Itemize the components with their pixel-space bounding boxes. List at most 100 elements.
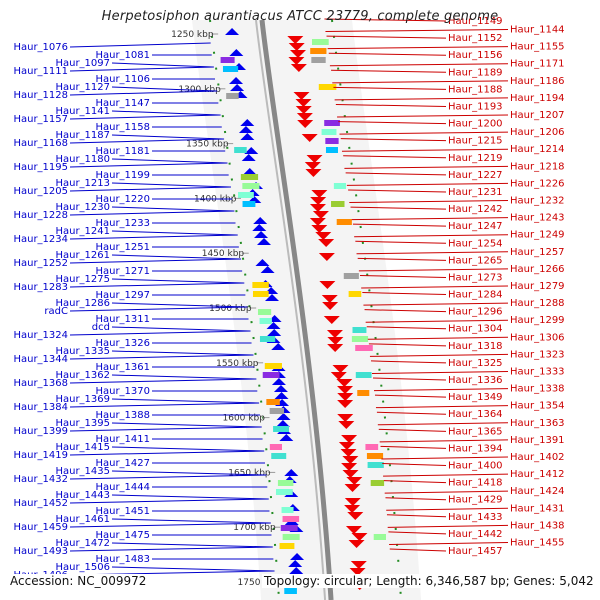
forward-gene-arrow bbox=[256, 238, 271, 245]
reverse-gene-arrow bbox=[297, 120, 314, 128]
reverse-gene-arrow bbox=[288, 43, 305, 51]
reverse-gene-arrow bbox=[295, 99, 312, 107]
reverse-gene-label: Haur_1338 bbox=[510, 384, 565, 395]
forward-gene-label: Haur_1180 bbox=[55, 154, 110, 165]
reverse-gene-arrow bbox=[290, 64, 307, 72]
right-label-leader bbox=[350, 206, 447, 210]
forward-gene-arrow bbox=[289, 567, 304, 574]
reverse-gene-label: Haur_1207 bbox=[510, 110, 565, 121]
left-label-leader bbox=[111, 446, 264, 452]
feature-block bbox=[370, 480, 385, 486]
feature-block bbox=[262, 372, 280, 378]
reverse-gene-label: Haur_1155 bbox=[510, 42, 565, 53]
forward-gene-label: Haur_1444 bbox=[95, 482, 150, 493]
right-label-leader bbox=[381, 456, 509, 460]
reverse-gene-label: Haur_1349 bbox=[448, 392, 503, 403]
forward-gene-label: Haur_1097 bbox=[55, 58, 110, 69]
forward-gene-label: Haur_1187 bbox=[55, 130, 110, 141]
forward-gene-arrow bbox=[290, 553, 305, 560]
right-label-leader bbox=[373, 377, 447, 381]
forward-gene-arrow bbox=[241, 154, 256, 161]
forward-gene-label: Haur_1399 bbox=[13, 426, 68, 437]
forward-gene-label: Haur_1220 bbox=[95, 194, 150, 205]
forward-gene-label: Haur_1452 bbox=[13, 498, 68, 509]
right-label-leader bbox=[370, 360, 447, 364]
reverse-gene-arrow bbox=[340, 449, 357, 457]
forward-gene-arrow bbox=[267, 329, 282, 336]
forward-gene-label: Haur_1106 bbox=[95, 74, 150, 85]
reverse-gene-label: Haur_1188 bbox=[448, 84, 503, 95]
reverse-gene-arrow bbox=[330, 372, 347, 380]
reverse-gene-label: Haur_1391 bbox=[510, 435, 565, 446]
feature-block bbox=[281, 507, 294, 513]
reverse-gene-label: Haur_1433 bbox=[448, 512, 503, 523]
reverse-gene-arrow bbox=[323, 316, 340, 324]
forward-gene-arrow bbox=[242, 168, 257, 175]
right-label-leader bbox=[337, 114, 509, 118]
reverse-gene-label: Haur_1431 bbox=[510, 503, 565, 514]
forward-gene-label: Haur_1335 bbox=[55, 346, 110, 357]
forward-gene-label: Haur_1388 bbox=[95, 410, 150, 421]
left-label-leader bbox=[111, 230, 237, 236]
reverse-gene-label: Haur_1149 bbox=[448, 16, 503, 27]
reverse-gene-label: Haur_1215 bbox=[448, 136, 503, 147]
reverse-gene-label: Haur_1336 bbox=[448, 375, 503, 386]
reverse-gene-label: Haur_1206 bbox=[510, 127, 565, 138]
forward-gene-label: Haur_1251 bbox=[95, 242, 150, 253]
right-label-leader bbox=[367, 336, 509, 340]
forward-gene-label: Haur_1286 bbox=[55, 298, 110, 309]
forward-gene-label: Haur_1415 bbox=[55, 442, 110, 453]
reverse-gene-arrow bbox=[337, 400, 354, 408]
right-label-leader bbox=[382, 463, 447, 467]
reverse-gene-arrow bbox=[322, 302, 339, 310]
right-label-leader bbox=[375, 405, 509, 409]
feature-block bbox=[352, 327, 367, 333]
right-label-leader bbox=[389, 541, 509, 545]
reverse-gene-arrow bbox=[326, 330, 343, 338]
left-label-leader bbox=[111, 566, 274, 572]
right-label-leader bbox=[360, 274, 447, 278]
tick-label: 1350 kbp bbox=[186, 140, 229, 150]
tick-label: 1600 kbp bbox=[223, 414, 266, 424]
reverse-gene-arrow bbox=[342, 456, 359, 464]
forward-gene-label: Haur_1181 bbox=[95, 146, 150, 157]
left-label-leader bbox=[111, 542, 273, 548]
left-label-leader bbox=[69, 306, 248, 312]
reverse-gene-label: Haur_1402 bbox=[510, 452, 565, 463]
reverse-gene-label: Haur_1189 bbox=[448, 67, 503, 78]
reverse-gene-label: Haur_1249 bbox=[510, 230, 565, 241]
reverse-gene-label: Haur_1171 bbox=[510, 59, 565, 70]
figure-title: Herpetosiphon aurantiacus ATCC 23779, co… bbox=[101, 9, 499, 24]
feature-block bbox=[252, 291, 269, 297]
reverse-gene-arrow bbox=[306, 155, 323, 163]
feature-block bbox=[277, 480, 294, 486]
left-label-leader bbox=[69, 234, 238, 240]
right-label-leader bbox=[352, 223, 447, 227]
feature-block bbox=[311, 57, 326, 63]
reverse-gene-arrow bbox=[309, 204, 326, 212]
left-label-leader bbox=[69, 282, 245, 288]
forward-gene-arrow bbox=[275, 420, 290, 427]
right-label-leader bbox=[380, 445, 447, 449]
forward-gene-arrow bbox=[238, 126, 253, 133]
feature-block bbox=[336, 219, 352, 225]
forward-gene-arrow bbox=[273, 385, 288, 392]
feature-block bbox=[357, 390, 370, 396]
left-label-leader bbox=[69, 498, 269, 504]
forward-gene-label: Haur_1076 bbox=[13, 42, 68, 53]
forward-gene-label: Haur_1158 bbox=[95, 122, 150, 133]
right-label-leader bbox=[357, 257, 447, 261]
forward-gene-label: Haur_1199 bbox=[95, 170, 150, 181]
reverse-gene-label: Haur_1400 bbox=[448, 461, 503, 472]
forward-gene-arrow bbox=[252, 224, 267, 231]
reverse-gene-label: Haur_1257 bbox=[510, 247, 565, 258]
right-label-leader bbox=[383, 473, 509, 477]
feature-block bbox=[324, 120, 340, 126]
forward-gene-arrow bbox=[274, 392, 289, 399]
right-label-leader bbox=[345, 172, 447, 176]
forward-gene-label: Haur_1459 bbox=[13, 522, 68, 533]
right-label-leader bbox=[354, 234, 509, 238]
right-label-leader bbox=[339, 131, 509, 135]
feature-block bbox=[240, 174, 259, 180]
reverse-gene-label: Haur_1323 bbox=[510, 349, 565, 360]
